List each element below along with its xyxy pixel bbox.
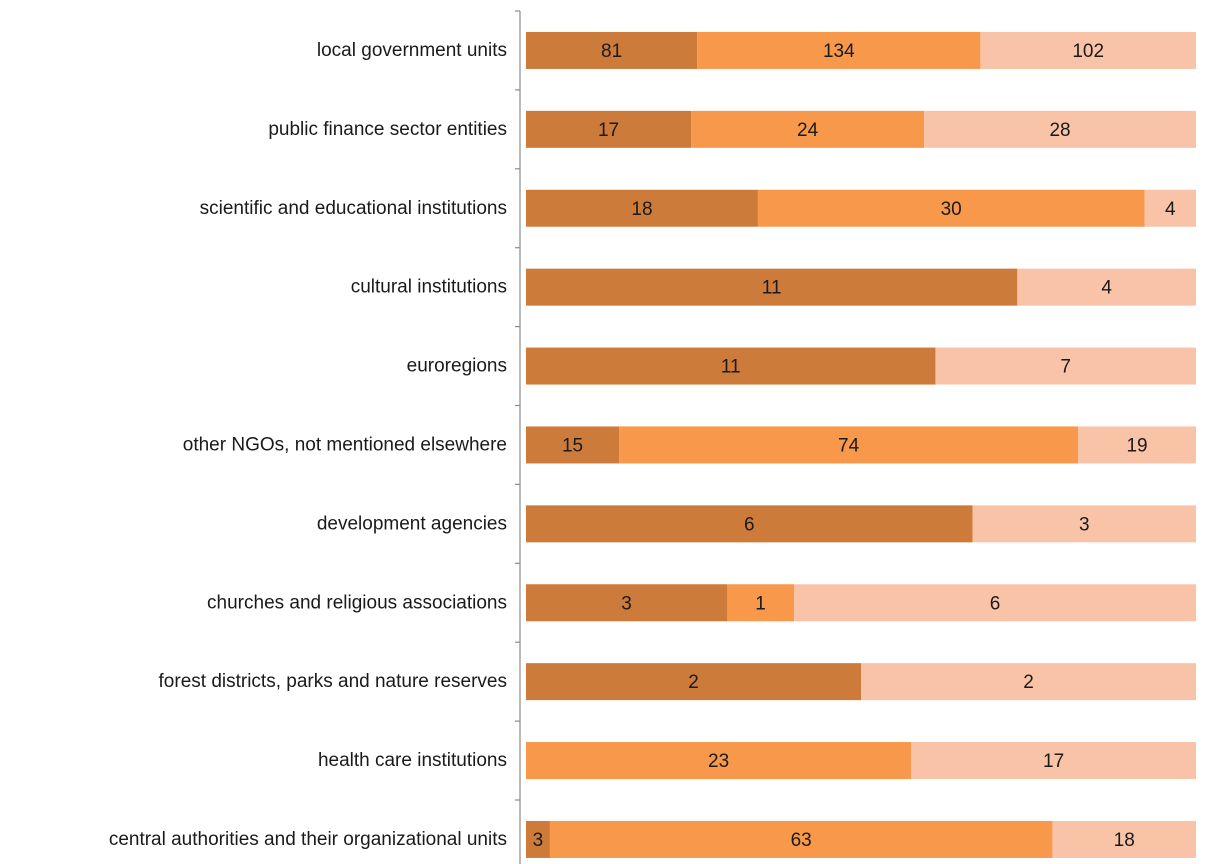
data-label: 1 [755, 593, 766, 614]
category-axis [515, 10, 521, 864]
category-label: local government units [317, 40, 507, 61]
bar-segment [794, 584, 1196, 622]
category-label: other NGOs, not mentioned elsewhere [183, 434, 507, 455]
category-label: cultural institutions [351, 277, 507, 298]
category-label: forest districts, parks and nature reser… [159, 671, 507, 692]
bar-segment [526, 584, 727, 622]
data-label: 18 [1114, 830, 1135, 851]
data-label: 81 [601, 41, 622, 62]
data-label: 6 [990, 593, 1001, 614]
category-label: public finance sector entities [268, 119, 507, 140]
data-label: 23 [708, 751, 729, 772]
bar-segment [526, 110, 692, 148]
data-label: 24 [797, 120, 819, 141]
data-label: 2 [1023, 672, 1034, 693]
data-label: 6 [744, 514, 755, 535]
data-label: 7 [1060, 357, 1071, 378]
bar-segment [980, 31, 1196, 69]
data-label: 134 [823, 41, 855, 62]
data-label: 3 [533, 830, 544, 851]
category-label: central authorities and their organizati… [109, 829, 507, 850]
data-label: 17 [598, 120, 619, 141]
bar-segment [691, 110, 925, 148]
data-label: 19 [1126, 435, 1147, 456]
category-label: euroregions [407, 356, 507, 377]
bar-segment [526, 663, 861, 701]
data-label: 4 [1101, 278, 1112, 299]
data-label: 30 [941, 199, 962, 220]
data-label: 11 [721, 357, 741, 378]
data-label: 11 [762, 278, 782, 299]
category-label: scientific and educational institutions [200, 198, 507, 219]
bar-segment [861, 663, 1196, 701]
bar-segment [924, 110, 1196, 148]
bar-segment [727, 584, 794, 622]
bar-segment [526, 268, 1018, 306]
bar-segment [1017, 268, 1196, 306]
bar-segment [526, 820, 550, 858]
bar-segment [911, 742, 1196, 780]
bar-segment [972, 505, 1196, 543]
bar-segment [526, 742, 912, 780]
data-label: 18 [631, 199, 652, 220]
category-labels: local government units public finance sec… [109, 40, 507, 850]
bar-segment [526, 347, 936, 385]
data-label: 28 [1049, 120, 1070, 141]
data-label: 3 [1079, 514, 1090, 535]
bar-segments [526, 31, 1196, 858]
data-label: 15 [562, 435, 583, 456]
data-label: 2 [688, 672, 699, 693]
bar-segment [1144, 189, 1196, 227]
bar-segment [549, 820, 1053, 858]
bar-segment [526, 426, 620, 464]
bar-segment [935, 347, 1196, 385]
bar-segment [526, 189, 758, 227]
bar-segment [619, 426, 1079, 464]
data-label: 3 [621, 593, 632, 614]
data-label: 63 [791, 830, 812, 851]
bar-segment [1078, 426, 1196, 464]
data-label: 4 [1165, 199, 1176, 220]
bar-segment [1052, 820, 1196, 858]
data-label: 102 [1072, 41, 1104, 62]
data-label: 17 [1043, 751, 1064, 772]
category-label: development agencies [317, 513, 507, 534]
bar-segment [526, 505, 973, 543]
bar-segment [526, 31, 698, 69]
data-label: 74 [838, 435, 860, 456]
bar-segment [697, 31, 981, 69]
bar-segment [757, 189, 1145, 227]
category-label: churches and religious associations [207, 592, 507, 613]
category-label: health care institutions [318, 750, 507, 771]
